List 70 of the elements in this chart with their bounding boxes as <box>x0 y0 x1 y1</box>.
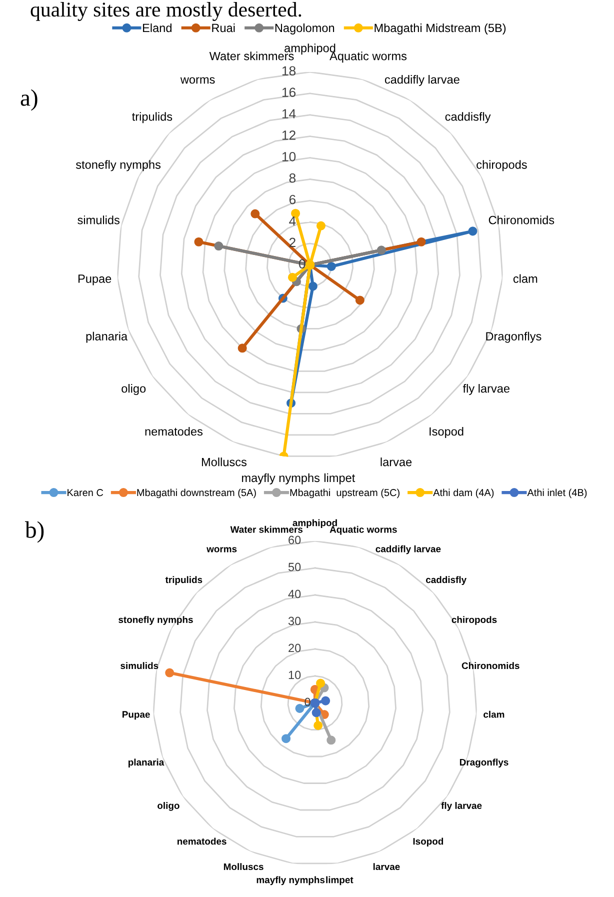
spoke-label: Pupae <box>78 274 112 286</box>
y-tick-label: 60 <box>288 536 301 544</box>
spoke-label: Water skimmers <box>230 526 303 533</box>
spoke-label: Isopod <box>430 426 464 438</box>
spoke-label: nematodes <box>145 426 203 436</box>
spoke-label: fly larvae <box>462 384 510 396</box>
spoke-label: caddisfly <box>445 112 491 124</box>
legend-label: Mbagathi upstream (5C) <box>290 488 400 498</box>
y-tick-label: 10 <box>288 670 301 680</box>
y-tick-label: 18 <box>282 66 296 76</box>
spoke-label: Dragonflys <box>486 332 542 343</box>
spoke-label: limpet <box>324 473 356 484</box>
spoke-label: tripulids <box>165 576 202 585</box>
spoke-label: oligo <box>122 384 146 396</box>
spoke-label: clam <box>513 274 538 283</box>
spoke-label: Dragonflys <box>460 758 508 768</box>
spoke-label: Isopod <box>413 838 444 847</box>
y-tick-label: 8 <box>289 173 296 183</box>
spoke-label: fly larvae <box>441 802 482 811</box>
spoke-label: chiropods <box>476 160 527 172</box>
legend-label: Mbagathi downstream (5A) <box>137 488 256 498</box>
y-tick-label: 40 <box>288 590 301 598</box>
text: quality sites are mostly deserted. <box>30 2 302 21</box>
spoke-label: mayfly nymphs <box>256 876 325 886</box>
spoke-label: larvae <box>380 458 412 466</box>
legend-label: Athi inlet (4B) <box>527 488 587 498</box>
y-tick-label: 4 <box>289 216 296 226</box>
y-tick-label: 50 <box>288 562 301 572</box>
spoke-label: caddisfly <box>426 576 467 585</box>
spoke-label: stonefly nymphs <box>76 160 161 172</box>
spoke-label: chiropods <box>452 616 497 625</box>
spoke-label: nematodes <box>178 838 226 845</box>
spoke-label: limpet <box>326 876 354 886</box>
spoke-label: tripulids <box>132 112 172 124</box>
legend-label: Karen C <box>68 489 104 496</box>
legend-label: Mbagathi Midstream (5B) <box>374 23 506 34</box>
y-tick-label: 12 <box>282 130 296 140</box>
spoke-label: caddifly larvae <box>384 75 460 86</box>
spoke-label: Chironomids <box>488 216 554 224</box>
legend-label: Eland <box>143 23 172 32</box>
spoke-label: amphipod <box>292 519 337 528</box>
y-tick-label: 16 <box>282 88 296 97</box>
spoke-label: mayfly nymphs <box>242 473 320 484</box>
spoke-label: worms <box>180 77 215 84</box>
spoke-label: simulids <box>120 662 158 670</box>
y-tick-label: 30 <box>288 616 301 626</box>
text: a) <box>20 89 38 111</box>
legend-label: Ruai <box>212 23 235 32</box>
y-tick-label: 10 <box>282 152 296 162</box>
spoke-label: Molluscs <box>202 458 247 466</box>
spoke-label: Aquatic worms <box>330 526 397 535</box>
spoke-label: Pupae <box>122 711 150 720</box>
y-tick-label: 20 <box>288 644 301 652</box>
y-tick-label: 6 <box>289 194 296 204</box>
spoke-label: oligo <box>158 802 180 811</box>
spoke-label: caddifly larvae <box>376 545 441 554</box>
legend-label: Nagolomon <box>275 23 334 34</box>
spoke-label: larvae <box>373 863 400 870</box>
spoke-label: simulids <box>78 216 120 224</box>
legend-label: Athi dam (4A) <box>433 488 494 498</box>
spoke-label: Molluscs <box>224 863 264 870</box>
spoke-label: Chironomids <box>462 662 520 670</box>
spoke-label: clam <box>484 710 504 718</box>
spoke-label: worms <box>206 547 237 552</box>
y-tick-label: 2 <box>289 238 296 247</box>
y-tick-label: 14 <box>282 109 296 118</box>
text: b) <box>25 521 44 543</box>
spoke-label: planaria <box>86 332 128 343</box>
spoke-label: planaria <box>128 758 164 768</box>
spoke-label: stonefly nymphs <box>118 616 193 625</box>
